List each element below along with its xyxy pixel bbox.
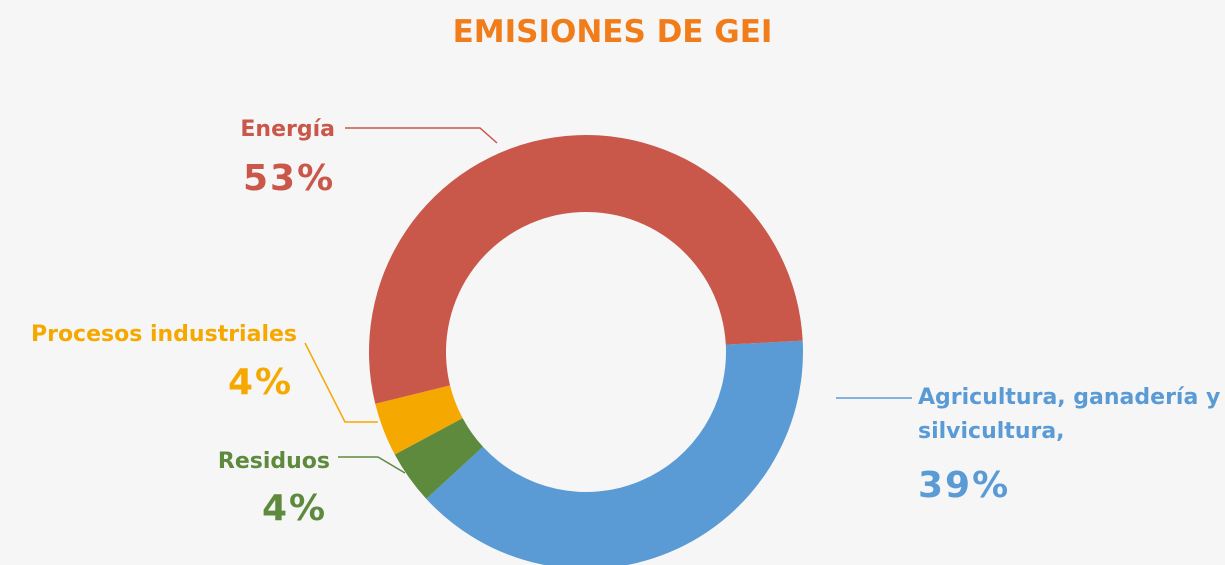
donut-slice (394, 418, 483, 499)
donut-slice (369, 135, 803, 404)
donut-slice (426, 340, 803, 565)
donut-slice (375, 385, 463, 455)
value-label: 53% (243, 158, 336, 199)
value-label: 39% (918, 465, 1011, 506)
value-label: 4% (262, 488, 328, 529)
leader-line (345, 127, 498, 144)
slice-label: Residuos (217, 449, 330, 474)
leader-line (304, 342, 378, 423)
chart-title: EMISIONES DE GEI (452, 14, 773, 50)
slice-label: Energía (240, 117, 335, 142)
leader-line (338, 456, 406, 474)
slice-label: Agricultura, ganadería y silvicultura, (918, 385, 1221, 444)
slice-label: Procesos industriales (30, 322, 297, 347)
value-label: 4% (228, 362, 294, 403)
